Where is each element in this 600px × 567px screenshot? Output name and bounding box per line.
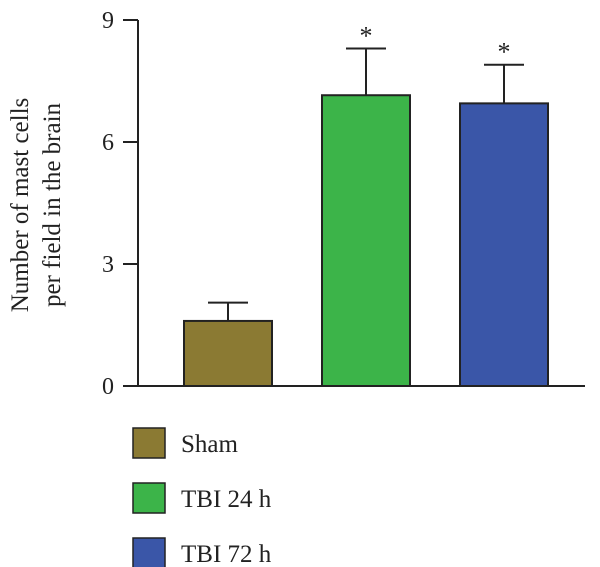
y-axis-title-line-1: Number of mast cells <box>7 98 34 313</box>
legend-label: Sham <box>181 431 239 458</box>
bars: ** <box>183 21 549 387</box>
y-axis: 0 3 6 9 <box>102 8 139 400</box>
significance-marker: * <box>360 21 373 50</box>
significance-marker: * <box>498 38 511 67</box>
legend-swatch <box>132 482 166 514</box>
bar-tbi-72-h <box>459 102 549 387</box>
legend-swatch <box>132 537 166 567</box>
legend-label: TBI 72 h <box>181 541 272 567</box>
bar-sham <box>183 319 273 387</box>
y-axis-title: Number of mast cells per field in the br… <box>7 98 66 313</box>
bar-tbi-24-h <box>321 94 411 387</box>
legend: Sham TBI 24 h TBI 72 h <box>132 427 272 567</box>
y-tick-label: 6 <box>102 130 114 156</box>
legend-swatch <box>132 427 166 459</box>
y-tick-label: 3 <box>102 252 114 278</box>
y-tick-label: 9 <box>102 8 114 34</box>
legend-label: TBI 24 h <box>181 486 272 513</box>
y-tick-label: 0 <box>102 374 114 400</box>
y-axis-title-line-2: per field in the brain <box>39 102 66 307</box>
